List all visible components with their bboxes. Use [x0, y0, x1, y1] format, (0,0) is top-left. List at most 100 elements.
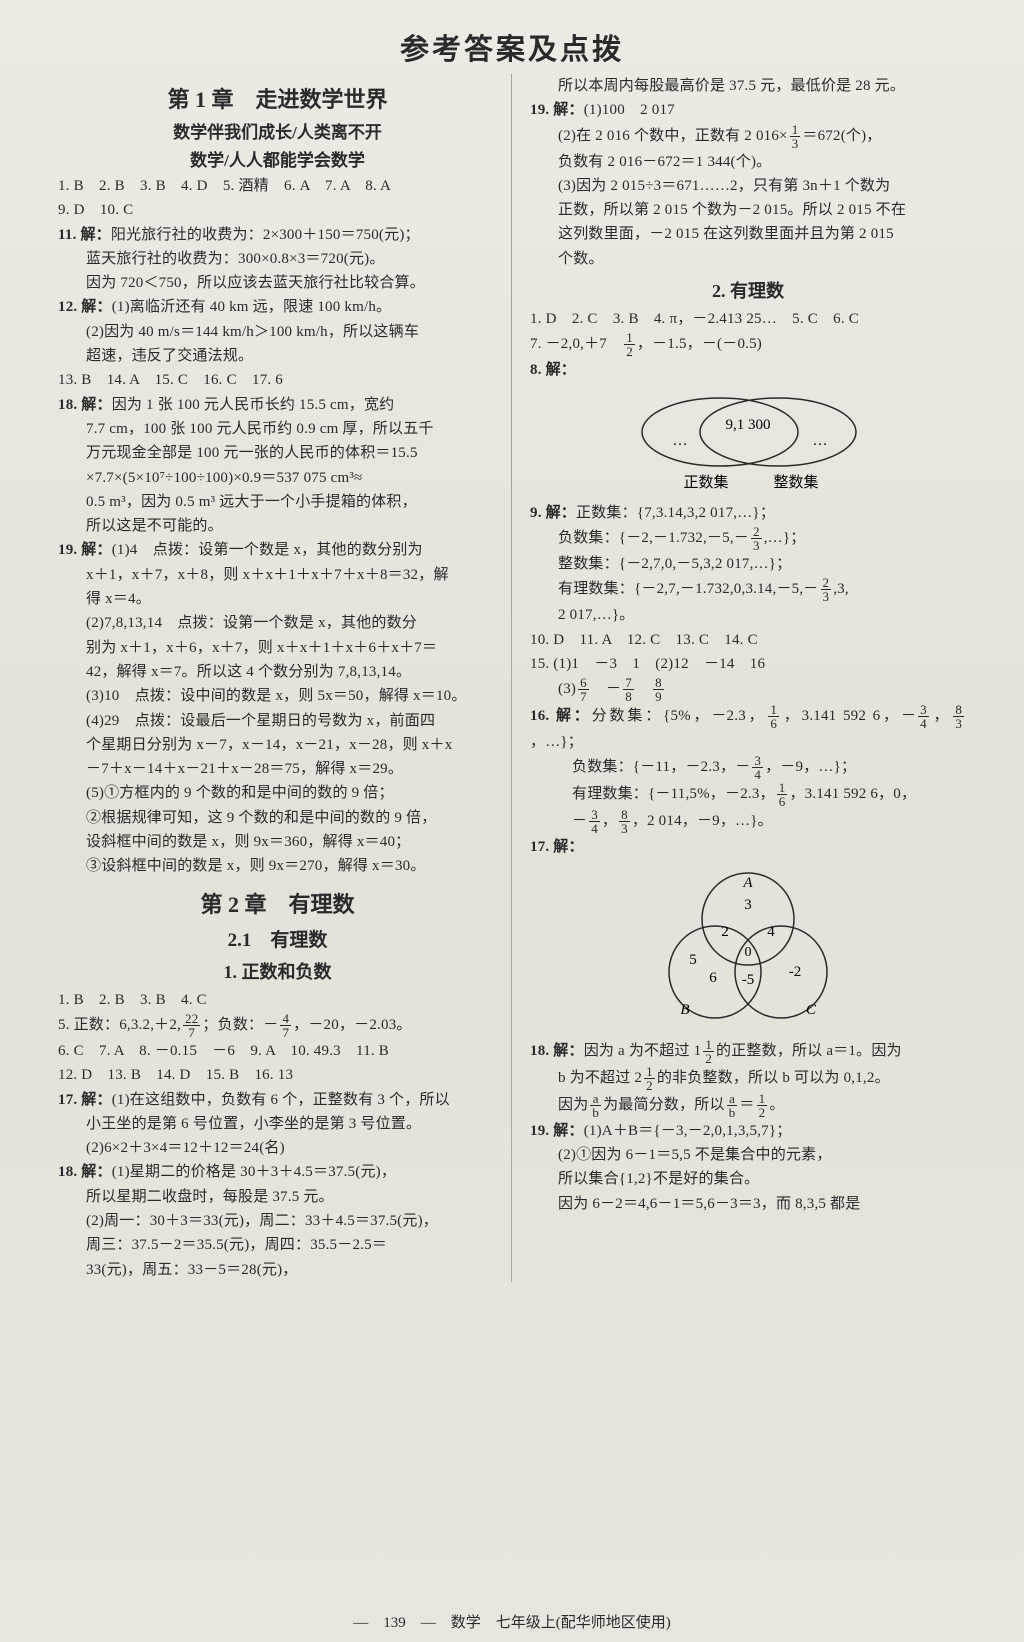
- t10-14: 10. D 11. A 12. C 13. C 14. C: [530, 628, 966, 652]
- q18-a: 因为 1 张 100 元人民币长约 15.5 cm，宽约: [112, 397, 395, 413]
- svg-text:4: 4: [767, 924, 775, 940]
- q18-e: 0.5 m³，因为 0.5 m³ 远大于一个小手提箱的体积，: [58, 490, 497, 514]
- t19-b: (2)①因为 6－1＝5,5 不是集合中的元素，: [530, 1143, 966, 1167]
- r18-e: 33(元)，周五：33－5＝28(元)，: [58, 1258, 497, 1282]
- q19-b: x＋1，x＋7，x＋8，则 x＋x＋1＋x＋7＋x＋8＝32，解: [58, 563, 497, 587]
- q11-a: 阳光旅行社的收费为：2×300＋150＝750(元)；: [111, 227, 420, 243]
- t9-b: 负数集：{－2,－1.732,－5,－23,…}；: [530, 525, 966, 552]
- ans-13-17: 13. B 14. A 15. C 16. C 17. 6: [58, 368, 497, 392]
- r18-b: 所以星期二收盘时，每股是 37.5 元。: [58, 1185, 497, 1209]
- t8-head: 8. 解：: [530, 358, 966, 382]
- r18-c: (2)周一：30＋3＝33(元)，周二：33＋4.5＝37.5(元)，: [58, 1209, 497, 1233]
- q12: 12. 解：(1)离临沂还有 40 km 远，限速 100 km/h。: [58, 295, 497, 319]
- r5-a: 5. 正数：6,3.2,＋2,: [58, 1017, 181, 1033]
- s2-title: 2. 有理数: [530, 277, 966, 303]
- q19-head: 19. 解：: [58, 542, 112, 558]
- svg-text:2: 2: [721, 924, 729, 940]
- r17-a: (1)在这组数中，负数有 6 个，正整数有 3 个，所以: [112, 1092, 450, 1108]
- q19-d: (2)7,8,13,14 点拨：设第一个数是 x，其他的数分: [58, 611, 497, 635]
- r18-a: (1)星期二的价格是 30＋3＋4.5＝37.5(元)，: [112, 1164, 396, 1180]
- t19: 19. 解：(1)A＋B＝{－3,－2,0,1,3,5,7}；: [530, 1119, 966, 1143]
- t9: 9. 解：正数集：{7,3.14,3,2 017,…}；: [530, 501, 966, 525]
- q11-c: 因为 720＜750，所以应该去蓝天旅行社比较合算。: [58, 271, 497, 295]
- venn3-diagram: A B C 3 2 4 0 5 6 -5 -2: [643, 864, 853, 1034]
- r1-4: 1. B 2. B 3. B 4. C: [58, 988, 497, 1012]
- q18-d: ×7.7×(5×10⁷÷100÷100)×0.9＝537 075 cm³≈: [58, 466, 497, 490]
- rq19-g: 个数。: [530, 247, 966, 271]
- ch1-sub1: 数学伴我们成长/人类离不开: [58, 118, 497, 143]
- r6-11: 6. C 7. A 8. －0.15 －6 9. A 10. 49.3 11. …: [58, 1039, 497, 1063]
- svg-text:正数集: 正数集: [683, 474, 728, 491]
- q19-a: (1)4 点拨：设第一个数是 x，其他的数分别为: [112, 542, 423, 558]
- t9-d: 有理数集：{－2,7,－1.732,0,3.14,－5,－23,3,: [530, 576, 966, 603]
- t19-d: 因为 6－2＝4,6－1＝5,6－3＝3，而 8,3,5 都是: [530, 1192, 966, 1216]
- rq19-e: 正数，所以第 2 015 个数为－2 015。所以 2 015 不在: [530, 198, 966, 222]
- ans-9-10: 9. D 10. C: [58, 198, 497, 222]
- q18: 18. 解：因为 1 张 100 元人民币长约 15.5 cm，宽约: [58, 393, 497, 417]
- svg-text:C: C: [806, 1002, 817, 1018]
- svg-text:-5: -5: [742, 972, 755, 988]
- t9-c: 整数集：{－2,7,0,－5,3,2 017,…}；: [530, 552, 966, 576]
- q18-head: 18. 解：: [58, 397, 112, 413]
- page-title: 参考答案及点拨: [58, 26, 966, 68]
- columns: 第 1 章 走进数学世界 数学伴我们成长/人类离不开 数学/人人都能学会数学 1…: [58, 74, 966, 1282]
- t16-b: 负数集：{－11，－2.3，－34，－9，…}；: [530, 754, 966, 781]
- q19-l: ②根据规律可知，这 9 个数的和是中间的数的 9 倍，: [58, 806, 497, 830]
- svg-text:B: B: [680, 1002, 689, 1018]
- ans-1-8: 1. B 2. B 3. B 4. D 5. 酒精 6. A 7. A 8. A: [58, 174, 497, 198]
- r5-c: ，－20，－2.03。: [293, 1017, 411, 1033]
- q18-b: 7.7 cm，100 张 100 元人民币约 0.9 cm 厚，所以五千: [58, 417, 497, 441]
- q19-i: 个星期日分别为 x－7，x－14，x－21，x－28，则 x＋x: [58, 733, 497, 757]
- t18-c: 因为ab为最简分数，所以ab＝12。: [530, 1092, 966, 1119]
- t18-b: b 为不超过 212的非负整数，所以 b 可以为 0,1,2。: [530, 1065, 966, 1092]
- rq19-head: 19. 解：: [530, 102, 584, 118]
- cont1: 所以本周内每股最高价是 37.5 元，最低价是 28 元。: [530, 74, 966, 98]
- t7: 7. －2,0,＋7 12，－1.5，－(－0.5): [530, 331, 966, 358]
- q19-f: 42，解得 x＝7。所以这 4 个数分别为 7,8,13,14。: [58, 660, 497, 684]
- ch2-s21: 2.1 有理数: [58, 925, 497, 952]
- q19-j: －7＋x－14＋x－21＋x－28＝75，解得 x＝29。: [58, 757, 497, 781]
- t19-c: 所以集合{1,2}不是好的集合。: [530, 1167, 966, 1191]
- ch1-sub2: 数学/人人都能学会数学: [58, 146, 497, 171]
- svg-text:A: A: [742, 875, 753, 891]
- q18-f: 所以这是不可能的。: [58, 514, 497, 538]
- q11-head: 11. 解：: [58, 227, 111, 243]
- r5: 5. 正数：6,3.2,＋2,227；负数：－47，－20，－2.03。: [58, 1012, 497, 1039]
- r12-16: 12. D 13. B 14. D 15. B 16. 13: [58, 1063, 497, 1087]
- q19-g: (3)10 点拨：设中间的数是 x，则 5x＝50，解得 x＝10。: [58, 684, 497, 708]
- rq19: 19. 解：(1)100 2 017: [530, 98, 966, 122]
- q12-b: (2)因为 40 m/s＝144 km/h＞100 km/h，所以这辆车: [58, 320, 497, 344]
- left-column: 第 1 章 走进数学世界 数学伴我们成长/人类离不开 数学/人人都能学会数学 1…: [58, 74, 512, 1282]
- t1-6: 1. D 2. C 3. B 4. π，－2.413 25… 5. C 6. C: [530, 307, 966, 331]
- t17-head: 17. 解：: [530, 835, 966, 859]
- q18-c: 万元现金全部是 100 元一张的人民币的体积＝15.5: [58, 441, 497, 465]
- q19-m: 设斜框中间的数是 x，则 9x＝360，解得 x＝40；: [58, 830, 497, 854]
- svg-text:0: 0: [745, 945, 752, 960]
- q19-e: 别为 x＋1，x＋6，x＋7，则 x＋x＋1＋x＋6＋x＋7＝: [58, 636, 497, 660]
- svg-text:-2: -2: [789, 964, 802, 980]
- t9-e: 2 017,…}。: [530, 603, 966, 627]
- svg-text:5: 5: [689, 952, 697, 968]
- ch1-title: 第 1 章 走进数学世界: [58, 82, 497, 114]
- r18-head: 18. 解：: [58, 1164, 112, 1180]
- q11: 11. 解：阳光旅行社的收费为：2×300＋150＝750(元)；: [58, 223, 497, 247]
- q12-head: 12. 解：: [58, 299, 112, 315]
- svg-text:6: 6: [709, 970, 717, 986]
- ch2-s1: 1. 正数和负数: [58, 958, 497, 984]
- r18-d: 周三：37.5－2＝35.5(元)，周四：35.5－2.5＝: [58, 1233, 497, 1257]
- q19: 19. 解：(1)4 点拨：设第一个数是 x，其他的数分别为: [58, 538, 497, 562]
- t16-d: －34，83，2 014，－9，…}。: [530, 808, 966, 835]
- t16: 16. 解：分数集：{5%，－2.3，16，3.141 592 6，－34，83…: [530, 703, 966, 754]
- r18: 18. 解：(1)星期二的价格是 30＋3＋4.5＝37.5(元)，: [58, 1160, 497, 1184]
- right-column: 所以本周内每股最高价是 37.5 元，最低价是 28 元。 19. 解：(1)1…: [512, 74, 966, 1282]
- q12-a: (1)离临沂还有 40 km 远，限速 100 km/h。: [112, 299, 392, 315]
- q19-k: (5)①方框内的 9 个数的和是中间的数的 9 倍；: [58, 781, 497, 805]
- r17-c: (2)6×2＋3×4＝12＋12＝24(名): [58, 1136, 497, 1160]
- rq19-d: (3)因为 2 015÷3＝671……2，只有第 3n＋1 个数为: [530, 174, 966, 198]
- t16-c: 有理数集：{－11,5%，－2.3，16，3.141 592 6，0，: [530, 781, 966, 808]
- rq19-f: 这列数里面，－2 015 在这列数里面并且为第 2 015: [530, 222, 966, 246]
- svg-text:…: …: [813, 433, 828, 449]
- r5-b: ；负数：－: [202, 1017, 278, 1033]
- r17-b: 小王坐的是第 6 号位置，小李坐的是第 3 号位置。: [58, 1112, 497, 1136]
- ch2-title: 第 2 章 有理数: [58, 887, 497, 919]
